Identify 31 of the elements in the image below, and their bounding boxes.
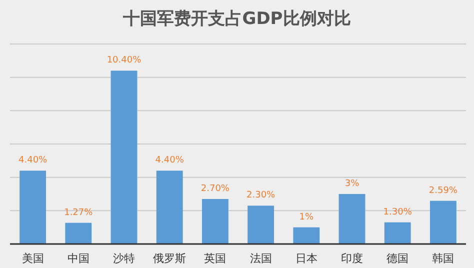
data-label: 4.40% xyxy=(18,156,48,166)
bar xyxy=(248,206,274,244)
x-tick-label: 韩国 xyxy=(432,252,454,265)
data-label: 1% xyxy=(299,212,314,222)
data-label: 4.40% xyxy=(155,156,184,166)
x-tick-label: 沙特 xyxy=(113,252,135,265)
x-tick-label: 美国 xyxy=(22,252,44,265)
bar xyxy=(156,170,183,244)
data-label: 2.70% xyxy=(200,184,230,194)
bar xyxy=(65,222,92,244)
bar xyxy=(430,200,456,244)
x-tick-label: 德国 xyxy=(386,252,409,265)
data-label: 10.40% xyxy=(106,56,142,66)
bar xyxy=(110,70,138,244)
data-label: 2.30% xyxy=(246,190,276,201)
bar xyxy=(338,194,366,244)
data-label: 2.59% xyxy=(428,186,458,196)
x-tick-label: 中国 xyxy=(67,252,90,265)
data-label: 1.30% xyxy=(383,207,412,218)
data-label: 3% xyxy=(344,179,360,189)
bar xyxy=(20,170,46,244)
x-tick-label: 英国 xyxy=(204,252,226,265)
chart-title: 十国军费开支占GDP比例对比 xyxy=(122,9,351,29)
bar xyxy=(202,199,228,244)
x-tick-label: 日本 xyxy=(295,252,318,265)
bar xyxy=(293,227,320,244)
data-label: 1.27% xyxy=(64,208,94,218)
x-tick-label: 俄罗斯 xyxy=(153,252,186,265)
x-tick-label: 法国 xyxy=(250,252,272,265)
x-tick-label: 印度 xyxy=(341,252,363,265)
bar xyxy=(384,222,411,244)
